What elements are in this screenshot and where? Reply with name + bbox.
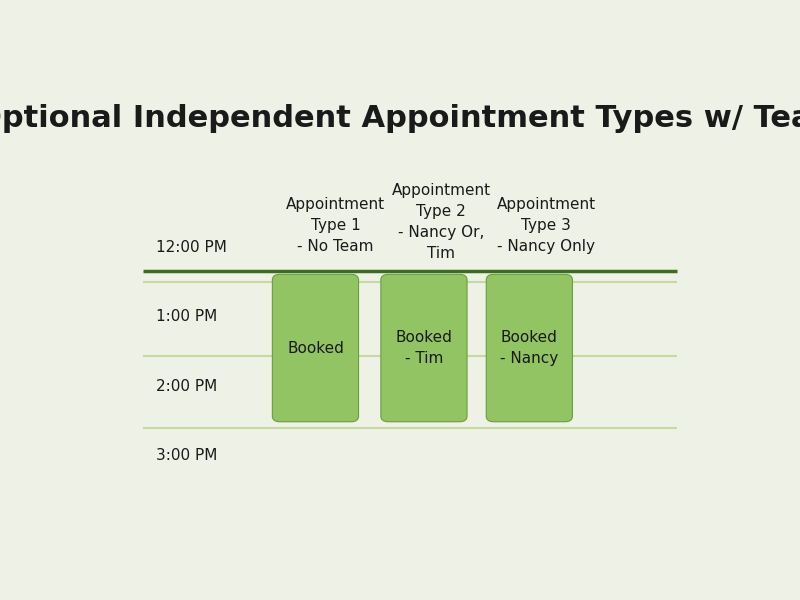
Text: 3:00 PM: 3:00 PM xyxy=(156,448,217,463)
Text: Booked
- Tim: Booked - Tim xyxy=(395,330,452,366)
Text: Booked: Booked xyxy=(287,341,344,356)
Text: Booked
- Nancy: Booked - Nancy xyxy=(500,330,558,366)
Text: 2:00 PM: 2:00 PM xyxy=(156,379,217,394)
Text: Appointment
Type 1
- No Team: Appointment Type 1 - No Team xyxy=(286,197,385,254)
Text: Optional Independent Appointment Types w/ Team: Optional Independent Appointment Types w… xyxy=(0,104,800,133)
FancyBboxPatch shape xyxy=(381,274,467,422)
FancyBboxPatch shape xyxy=(272,274,358,422)
Text: Appointment
Type 2
- Nancy Or,
Tim: Appointment Type 2 - Nancy Or, Tim xyxy=(391,183,490,261)
Text: 1:00 PM: 1:00 PM xyxy=(156,310,217,325)
Text: 12:00 PM: 12:00 PM xyxy=(156,240,226,255)
FancyBboxPatch shape xyxy=(486,274,573,422)
Text: Appointment
Type 3
- Nancy Only: Appointment Type 3 - Nancy Only xyxy=(497,197,596,254)
